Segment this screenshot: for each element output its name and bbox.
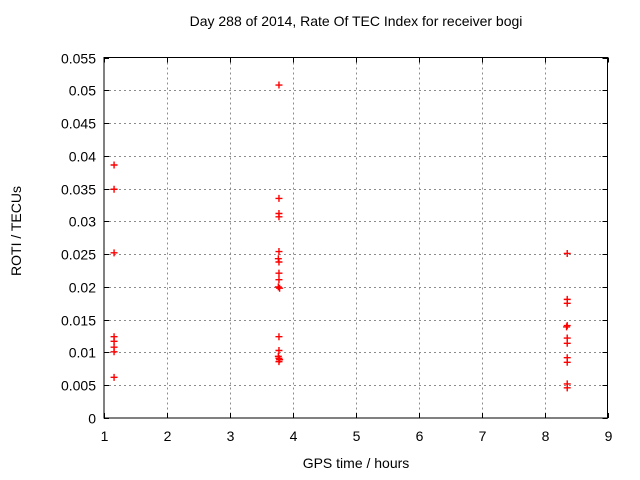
data-point-marker: [110, 161, 118, 169]
data-point-marker: [563, 384, 571, 392]
x-tick-label: 5: [353, 428, 361, 444]
x-tick-label: 6: [416, 428, 424, 444]
data-point-marker: [275, 248, 283, 256]
data-point-marker: [563, 249, 571, 257]
y-tick-label: 0.01: [69, 345, 96, 361]
y-tick-label: 0.005: [61, 378, 96, 394]
y-tick-label: 0.02: [69, 280, 96, 296]
data-point-marker: [275, 358, 283, 366]
data-point-marker: [275, 276, 283, 284]
y-tick-label: 0.05: [69, 83, 96, 99]
x-axis-label: GPS time / hours: [302, 455, 410, 471]
y-tick-label: 0.04: [69, 149, 96, 165]
x-tick-label: 2: [164, 428, 172, 444]
plot-border: [103, 57, 608, 419]
y-tick-label: 0.055: [61, 51, 96, 67]
data-point-marker: [275, 194, 283, 202]
data-point-marker: [563, 299, 571, 307]
y-tick-label: 0.025: [61, 247, 96, 263]
chart-title: Day 288 of 2014, Rate Of TEC Index for r…: [189, 13, 523, 29]
data-point-marker: [110, 337, 118, 345]
data-point-marker: [275, 81, 283, 89]
data-point-marker: [275, 213, 283, 221]
x-tick-label: 3: [227, 428, 235, 444]
y-tick-label: 0.015: [61, 313, 96, 329]
data-point-marker: [276, 284, 284, 292]
y-tick-label: 0.045: [61, 116, 96, 132]
data-point-marker: [110, 348, 118, 356]
data-point-marker: [274, 283, 282, 291]
y-tick-label: 0.03: [69, 214, 96, 230]
x-tick-label: 9: [605, 428, 613, 444]
x-tick-label: 4: [290, 428, 298, 444]
x-tick-label: 8: [542, 428, 550, 444]
data-point-marker: [275, 333, 283, 341]
data-point-marker: [110, 373, 118, 381]
data-point-marker: [275, 346, 283, 354]
data-point-marker: [110, 249, 118, 257]
data-point-marker: [110, 185, 118, 193]
y-tick-label: 0: [88, 411, 96, 427]
data-point-marker: [563, 358, 571, 366]
x-tick-label: 7: [479, 428, 487, 444]
data-point-marker: [563, 323, 571, 331]
x-tick-label: 1: [101, 428, 109, 444]
data-point-marker: [275, 258, 283, 266]
y-tick-label: 0.035: [61, 182, 96, 198]
data-point-marker: [563, 339, 571, 347]
data-point-marker: [275, 269, 283, 277]
